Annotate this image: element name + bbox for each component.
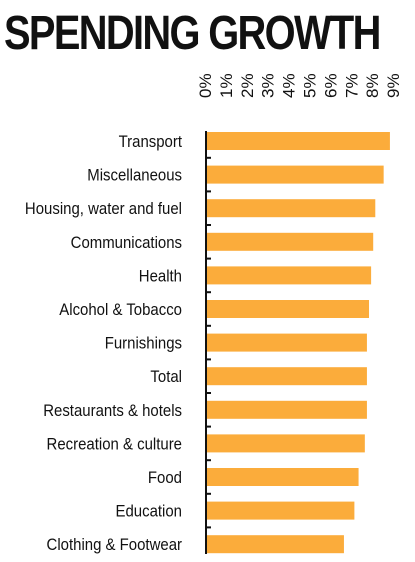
category-label: Total bbox=[150, 368, 182, 386]
bar-housing-water-and-fuel bbox=[206, 199, 376, 218]
category-label: Recreation & culture bbox=[47, 436, 183, 454]
x-tick-label: 4% bbox=[280, 73, 299, 98]
bar-total bbox=[206, 367, 367, 386]
category-label: Restaurants & hotels bbox=[43, 402, 182, 420]
category-label: Health bbox=[139, 268, 182, 286]
x-tick-label: 1% bbox=[217, 73, 236, 98]
bar-education bbox=[206, 501, 355, 520]
x-tick-label: 7% bbox=[342, 73, 361, 98]
bar-health bbox=[206, 266, 372, 285]
x-tick-label: 5% bbox=[301, 73, 320, 98]
bar-restaurants-hotels bbox=[206, 400, 367, 419]
chart-title: SPENDING GROWTH bbox=[4, 7, 381, 60]
bar-miscellaneous bbox=[206, 165, 384, 184]
x-tick-label: 6% bbox=[321, 73, 340, 98]
category-label: Education bbox=[116, 503, 182, 521]
x-tick-label: 8% bbox=[363, 73, 382, 98]
category-label: Alcohol & Tobacco bbox=[59, 301, 182, 319]
bar-alcohol-tobacco bbox=[206, 300, 370, 318]
category-label: Transport bbox=[119, 133, 183, 151]
category-label: Furnishings bbox=[105, 335, 182, 353]
bar-food bbox=[206, 468, 359, 486]
bar-furnishings bbox=[206, 333, 367, 352]
category-label: Housing, water and fuel bbox=[25, 200, 182, 218]
bar-transport bbox=[206, 132, 390, 150]
x-tick-label: 3% bbox=[259, 73, 278, 98]
category-label: Miscellaneous bbox=[87, 167, 182, 185]
x-tick-label: 9% bbox=[384, 73, 403, 98]
category-label: Food bbox=[148, 469, 182, 487]
category-label: Communications bbox=[71, 234, 182, 252]
bar-communications bbox=[206, 232, 374, 251]
x-tick-label: 2% bbox=[238, 73, 257, 98]
category-label: Clothing & Footwear bbox=[47, 536, 183, 554]
x-tick-label: 0% bbox=[196, 73, 215, 98]
bar-recreation-culture bbox=[206, 434, 365, 453]
bar-clothing-footwear bbox=[206, 535, 344, 554]
